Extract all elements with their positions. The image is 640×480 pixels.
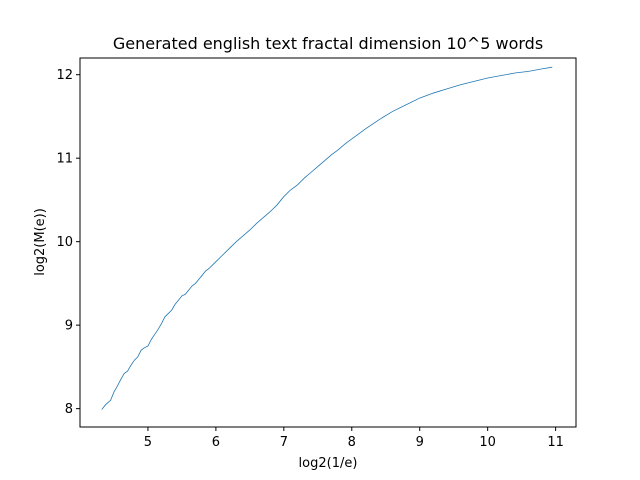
y-axis-label: log2(M(e)) — [33, 208, 48, 276]
x-tick-label: 7 — [280, 435, 288, 450]
y-axis: 8 9 10 11 12 — [56, 68, 80, 417]
y-tick-label: 9 — [65, 319, 73, 334]
y-tick-label: 10 — [56, 235, 73, 250]
plot-area — [101, 66, 553, 410]
y-tick-label: 8 — [65, 402, 73, 417]
y-tick-label: 12 — [56, 68, 73, 83]
x-tick-label: 9 — [416, 435, 424, 450]
x-tick-label: 5 — [144, 435, 152, 450]
chart-title: Generated english text fractal dimension… — [113, 34, 543, 53]
x-axis-label: log2(1/e) — [299, 456, 358, 471]
x-tick-label: 6 — [212, 435, 220, 450]
x-tick-label: 10 — [479, 435, 496, 450]
series-line-0 — [101, 66, 553, 410]
x-axis: 5 6 7 8 9 10 11 — [144, 427, 564, 450]
x-tick-label: 8 — [348, 435, 356, 450]
x-tick-label: 11 — [547, 435, 564, 450]
y-tick-label: 11 — [56, 152, 73, 167]
plot-frame — [79, 57, 577, 428]
